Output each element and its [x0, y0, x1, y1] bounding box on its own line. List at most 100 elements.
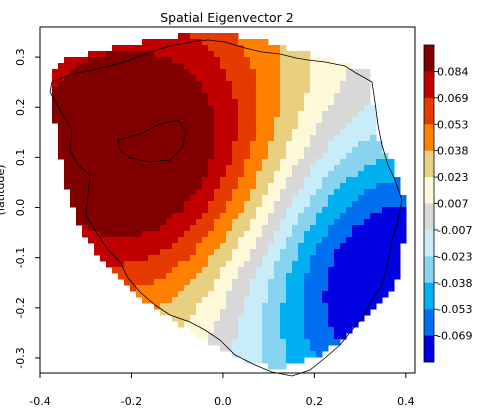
- heatmap-cell: [82, 165, 89, 172]
- heatmap-cell: [196, 45, 203, 52]
- heatmap-cell: [136, 249, 143, 256]
- heatmap-cell: [352, 249, 359, 256]
- heatmap-cell: [244, 87, 251, 94]
- heatmap-cell: [208, 279, 215, 286]
- heatmap-cell: [124, 135, 131, 142]
- heatmap-cell: [172, 153, 179, 160]
- heatmap-cell: [316, 147, 323, 154]
- heatmap-cell: [142, 147, 149, 154]
- heatmap-cell: [394, 177, 401, 184]
- heatmap-cell: [262, 45, 269, 52]
- heatmap-cell: [76, 105, 83, 112]
- heatmap-cell: [244, 291, 251, 298]
- heatmap-cell: [256, 63, 263, 70]
- heatmap-cell: [370, 105, 377, 112]
- heatmap-cell: [214, 39, 221, 46]
- heatmap-cell: [322, 327, 329, 334]
- heatmap-cell: [352, 309, 359, 316]
- heatmap-cell: [88, 135, 95, 142]
- heatmap-cell: [112, 255, 119, 262]
- heatmap-cell: [346, 237, 353, 244]
- heatmap-cell: [268, 243, 275, 250]
- heatmap-cell: [166, 213, 173, 220]
- heatmap-cell: [76, 201, 83, 208]
- heatmap-cell: [292, 237, 299, 244]
- heatmap-cell: [214, 183, 221, 190]
- heatmap-cell: [58, 99, 65, 106]
- heatmap-cell: [328, 279, 335, 286]
- heatmap-cell: [310, 183, 317, 190]
- heatmap-cell: [352, 81, 359, 88]
- heatmap-cell: [238, 231, 245, 238]
- heatmap-cell: [364, 87, 371, 94]
- heatmap-cell: [202, 165, 209, 172]
- heatmap-cell: [298, 321, 305, 328]
- heatmap-cell: [172, 231, 179, 238]
- heatmap-cell: [268, 345, 275, 352]
- heatmap-cell: [352, 279, 359, 286]
- heatmap-cell: [232, 225, 239, 232]
- heatmap-cell: [262, 315, 269, 322]
- heatmap-cell: [286, 201, 293, 208]
- heatmap-cell: [100, 219, 107, 226]
- heatmap-cell: [214, 51, 221, 58]
- heatmap-cell: [226, 39, 233, 46]
- heatmap-cell: [262, 81, 269, 88]
- heatmap-cell: [322, 261, 329, 268]
- heatmap-cell: [112, 249, 119, 256]
- heatmap-cell: [190, 135, 197, 142]
- heatmap-cell: [196, 291, 203, 298]
- heatmap-cell: [202, 201, 209, 208]
- heatmap-cell: [160, 237, 167, 244]
- heatmap-cell: [82, 57, 89, 64]
- heatmap-cell: [196, 39, 203, 46]
- heatmap-cell: [334, 201, 341, 208]
- heatmap-cell: [256, 129, 263, 136]
- heatmap-cell: [334, 267, 341, 274]
- heatmap-cell: [388, 207, 395, 214]
- heatmap-cell: [70, 63, 77, 70]
- heatmap-cell: [148, 279, 155, 286]
- heatmap-cell: [208, 297, 215, 304]
- colorbar-tick-label: -0.007: [437, 224, 472, 237]
- heatmap-cell: [64, 69, 71, 76]
- heatmap-cell: [256, 333, 263, 340]
- heatmap-cell: [256, 327, 263, 334]
- heatmap-cell: [352, 153, 359, 160]
- heatmap-cell: [262, 159, 269, 166]
- heatmap-cell: [166, 105, 173, 112]
- heatmap-cell: [340, 147, 347, 154]
- heatmap-cell: [376, 213, 383, 220]
- heatmap-cell: [364, 81, 371, 88]
- heatmap-cell: [382, 261, 389, 268]
- heatmap-cell: [232, 327, 239, 334]
- heatmap-cell: [142, 159, 149, 166]
- heatmap-cell: [316, 165, 323, 172]
- heatmap-cell: [142, 213, 149, 220]
- heatmap-cell: [64, 129, 71, 136]
- heatmap-cell: [208, 231, 215, 238]
- heatmap-cell: [316, 57, 323, 64]
- heatmap-cell: [160, 141, 167, 148]
- heatmap-cell: [76, 159, 83, 166]
- heatmap-cell: [94, 213, 101, 220]
- heatmap-cell: [250, 153, 257, 160]
- heatmap-cell: [388, 183, 395, 190]
- heatmap-cell: [382, 207, 389, 214]
- heatmap-cell: [106, 51, 113, 58]
- heatmap-cell: [112, 63, 119, 70]
- heatmap-cell: [88, 219, 95, 226]
- heatmap-cell: [334, 87, 341, 94]
- heatmap-cell: [358, 75, 365, 82]
- heatmap-cell: [262, 57, 269, 64]
- heatmap-cell: [88, 69, 95, 76]
- heatmap-cell: [82, 141, 89, 148]
- heatmap-cell: [142, 171, 149, 178]
- heatmap-cell: [220, 57, 227, 64]
- heatmap-cell: [118, 171, 125, 178]
- heatmap-cell: [256, 225, 263, 232]
- heatmap-cell: [190, 129, 197, 136]
- heatmap-cell: [382, 171, 389, 178]
- heatmap-cell: [250, 105, 257, 112]
- heatmap-cell: [304, 195, 311, 202]
